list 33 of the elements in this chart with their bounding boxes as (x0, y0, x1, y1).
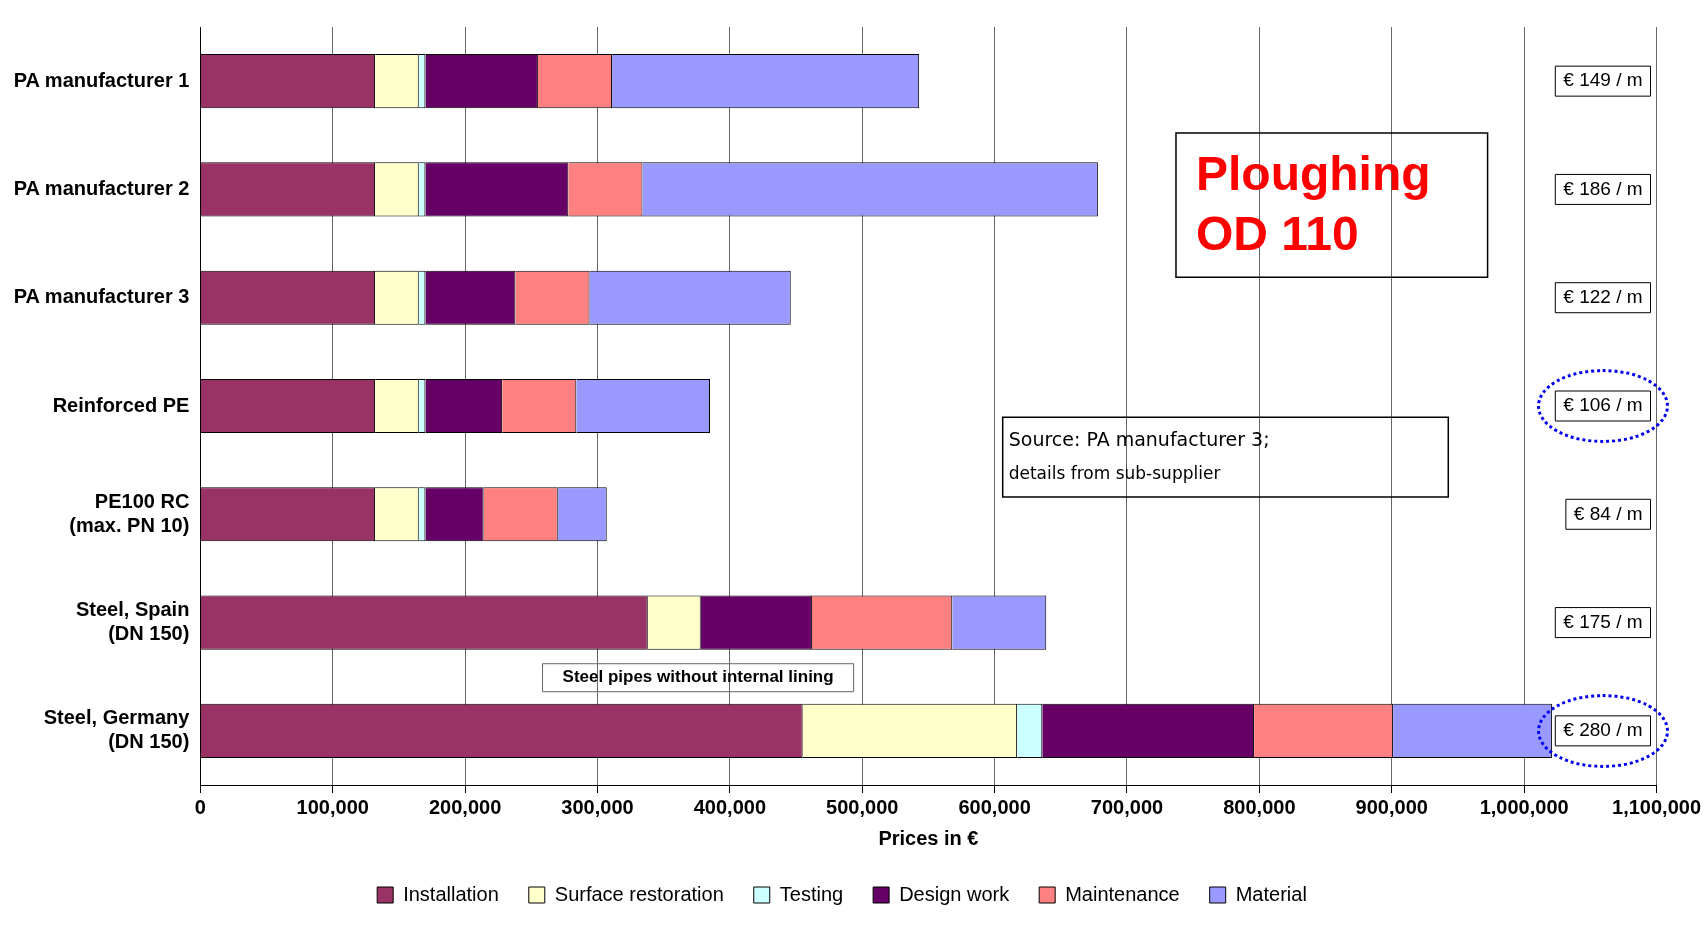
annotation: € 175 / m (1563, 610, 1643, 632)
x-tick-label: 1,100,000 (1612, 795, 1701, 818)
x-tick-label: 600,000 (958, 795, 1031, 818)
x-tick-label: 100,000 (296, 795, 369, 818)
y-tick-label: Steel, Germany (DN 150) (43, 706, 191, 753)
legend-label: Maintenance (1065, 882, 1180, 905)
y-tick-label: Steel, Spain (DN 150) (75, 598, 190, 645)
x-tick-label: 1,000,000 (1479, 795, 1569, 818)
legend-label: Surface restoration (554, 882, 724, 905)
x-tick-label: 400,000 (693, 795, 767, 818)
annotation: € 186 / m (1563, 177, 1643, 199)
legend-label: Design work (899, 882, 1011, 905)
y-tick-label: PE100 RC (max. PN 10) (69, 489, 190, 536)
y-tick-label: PA manufacturer 1 (13, 68, 190, 91)
annotation: € 106 / m (1563, 394, 1643, 416)
x-tick-label: 900,000 (1355, 795, 1428, 818)
annotation: € 280 / m (1563, 719, 1643, 741)
x-tick-label: 500,000 (826, 795, 899, 818)
x-tick-label: 200,000 (428, 795, 502, 818)
y-tick-label: PA manufacturer 3 (13, 285, 190, 308)
legend-label: Installation (403, 882, 499, 905)
y-tick-label: PA manufacturer 2 (13, 176, 190, 199)
annotation: € 122 / m (1563, 285, 1643, 307)
legend-label: Testing (779, 882, 844, 905)
x-tick-label: 0 (194, 795, 206, 818)
x-tick-label: 300,000 (561, 795, 634, 818)
x-tick-label: 800,000 (1223, 795, 1296, 818)
annotation: € 84 / m (1573, 502, 1643, 524)
x-axis-title: Prices in € (878, 826, 979, 849)
y-tick-label: Reinforced PE (52, 393, 190, 416)
legend-label: Material (1235, 882, 1307, 905)
x-tick-label: 700,000 (1090, 795, 1164, 818)
annotation: € 149 / m (1563, 69, 1643, 91)
